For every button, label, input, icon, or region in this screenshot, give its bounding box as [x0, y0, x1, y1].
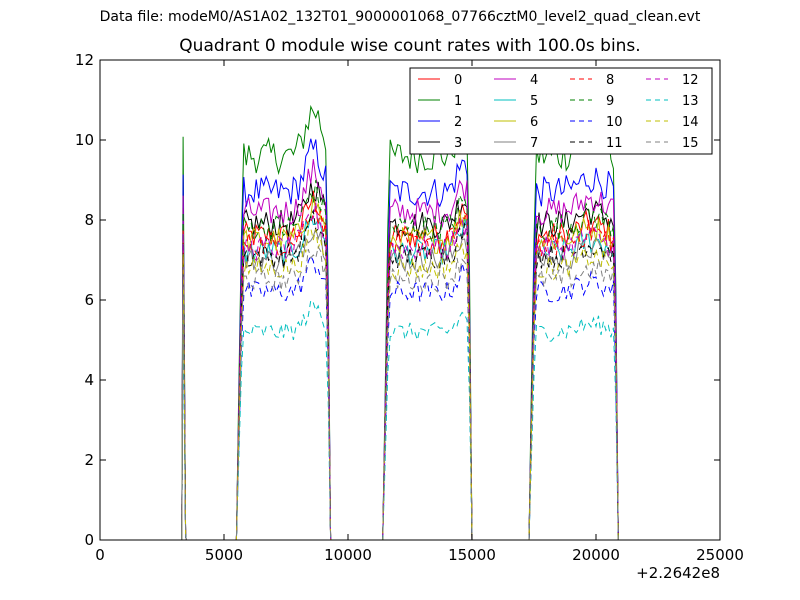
series-line-7 — [181, 226, 619, 540]
y-tick-label: 12 — [75, 51, 94, 69]
series-line-8 — [181, 207, 619, 540]
legend-label-12: 12 — [682, 73, 699, 88]
series-layer — [181, 104, 619, 540]
series-line-4 — [181, 159, 619, 540]
y-tick-label: 6 — [84, 291, 94, 309]
series-line-13 — [181, 299, 619, 540]
x-tick-label: 0 — [95, 546, 105, 564]
legend-label-10: 10 — [606, 115, 623, 130]
series-line-9 — [181, 179, 619, 540]
y-tick-label: 0 — [84, 531, 94, 549]
y-tick-label: 10 — [75, 131, 94, 149]
legend-label-14: 14 — [682, 115, 699, 130]
legend-label-9: 9 — [606, 94, 614, 109]
legend-label-15: 15 — [682, 136, 699, 151]
legend-box — [409, 67, 713, 155]
series-line-2 — [181, 138, 619, 540]
series-line-11 — [181, 208, 619, 540]
series-line-15 — [181, 245, 619, 540]
legend-label-11: 11 — [606, 136, 623, 151]
legend-label-3: 3 — [454, 136, 462, 151]
legend-label-13: 13 — [682, 94, 699, 109]
y-tick-label: 2 — [84, 451, 94, 469]
chart-title: Quadrant 0 module wise count rates with … — [179, 36, 641, 56]
axis-layer: 0 5000 10000 15000 20000 25000024681012+2.264… — [75, 51, 744, 582]
x-axis-offset-label: +2.2642e8 — [636, 564, 720, 582]
x-tick-label: 5000 — [205, 546, 243, 564]
legend-label-7: 7 — [530, 136, 538, 151]
legend-label-4: 4 — [530, 73, 538, 88]
series-line-10 — [181, 254, 619, 540]
y-tick-label: 8 — [84, 211, 94, 229]
x-tick-label: 10000 — [324, 546, 372, 564]
legend-label-6: 6 — [530, 115, 538, 130]
legend-label-8: 8 — [606, 73, 614, 88]
series-line-6 — [181, 196, 619, 540]
legend-label-0: 0 — [454, 73, 462, 88]
legend-label-5: 5 — [530, 94, 538, 109]
x-tick-label: 15000 — [448, 546, 496, 564]
x-tick-label: 20000 — [572, 546, 620, 564]
legend-label-2: 2 — [454, 115, 462, 130]
legend-label-1: 1 — [454, 94, 462, 109]
series-line-14 — [181, 227, 619, 540]
y-tick-label: 4 — [84, 371, 94, 389]
x-tick-label: 25000 — [696, 546, 744, 564]
series-line-1 — [181, 104, 619, 540]
data-file-title: Data file: modeM0/AS1A02_132T01_90000010… — [99, 9, 701, 25]
